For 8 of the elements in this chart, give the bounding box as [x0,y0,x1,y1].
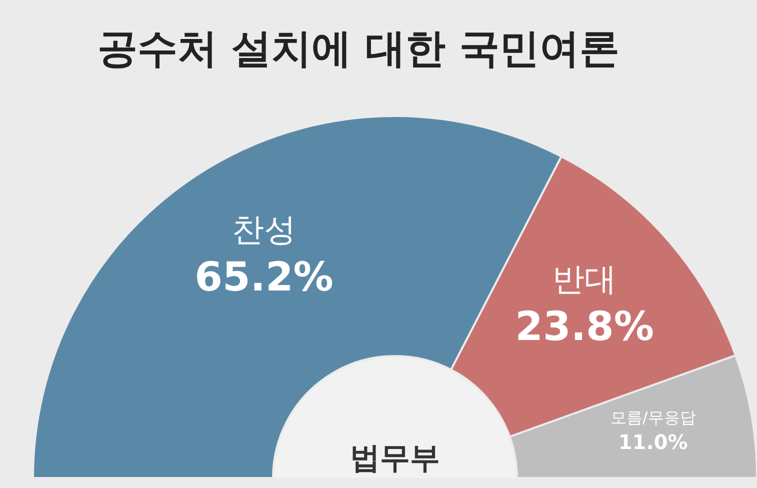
data-label: 23.8% [515,304,654,350]
slice-label: 찬성 [232,210,296,249]
text: 법무부 [350,441,440,476]
chart-title: 공수처 설치에 대한 국민여론 [98,26,620,72]
data-label: 65.2% [194,254,334,301]
data-label: 11.0% [618,430,688,454]
slice-label: 반대 [552,260,617,298]
slice-label: 모름/무응답 [610,408,696,427]
